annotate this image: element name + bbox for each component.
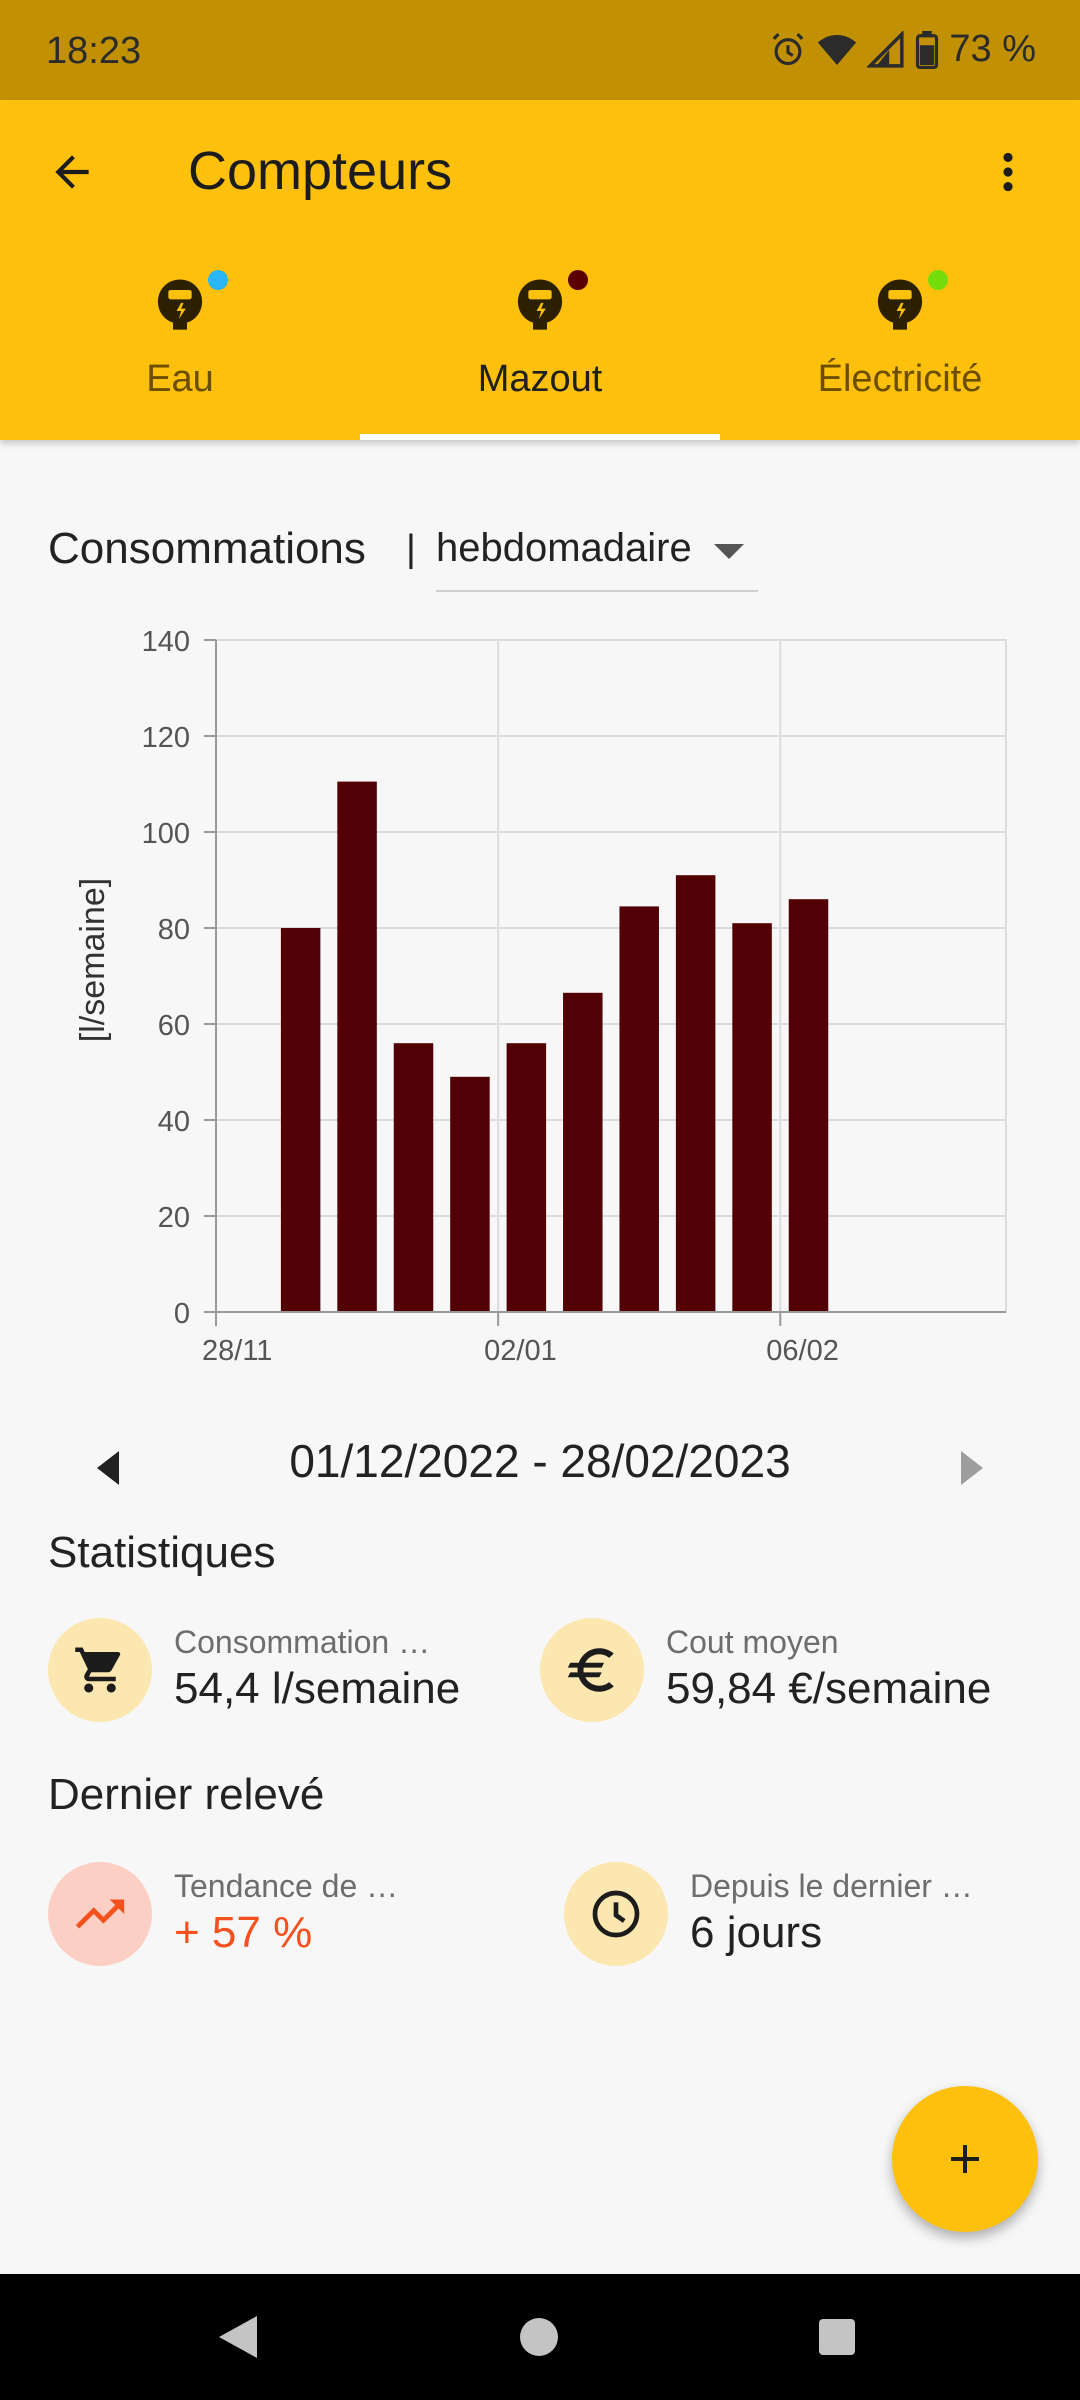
tab-label: Électricité (818, 358, 983, 401)
period-dropdown[interactable]: hebdomadaire (436, 520, 758, 592)
plus-icon (941, 2135, 989, 2183)
active-tab-indicator (360, 434, 720, 440)
dropdown-caret-icon (714, 544, 744, 560)
y-tick-label: 80 (158, 914, 190, 946)
y-tick-label: 40 (158, 1106, 190, 1138)
stat-cost: Cout moyen 59,84 €/semaine (540, 1618, 1040, 1728)
tab-label: Mazout (478, 358, 603, 401)
y-tick-label: 20 (158, 1202, 190, 1234)
date-range: 01/12/2022 - 28/02/2023 (0, 1434, 1080, 1488)
nav-recents-icon (818, 2318, 856, 2356)
tab-eau[interactable]: Eau (0, 260, 360, 440)
status-icons: 73 % (769, 28, 1036, 71)
chart-bar (337, 782, 377, 1312)
nav-home-icon (519, 2317, 559, 2357)
system-navigation-bar (0, 2274, 1080, 2400)
chart-bars (281, 782, 828, 1312)
alarm-icon (769, 31, 807, 69)
stat-since-label: Depuis le dernier … (690, 1868, 973, 1905)
wifi-icon (817, 31, 857, 69)
tab-color-dot (568, 270, 588, 290)
stat-cost-label: Cout moyen (666, 1624, 839, 1661)
meter-icon (872, 276, 928, 332)
signal-icon (867, 31, 905, 69)
caret-right-icon (961, 1451, 983, 1485)
period-value: hebdomadaire (436, 526, 692, 571)
tab-label: Eau (146, 358, 214, 401)
chart-bar (507, 1043, 547, 1312)
add-reading-button[interactable] (892, 2086, 1038, 2232)
chart-bar (394, 1043, 434, 1312)
consumption-chart: 0 20 40 60 80 100 120 140 28/11 02/01 06/02 [l/sem… (60, 610, 1020, 1380)
y-tick-label: 60 (158, 1010, 190, 1042)
chart-bar (732, 923, 772, 1312)
nav-home-button[interactable] (506, 2304, 572, 2370)
tab-electricite[interactable]: Électricité (720, 260, 1080, 440)
stat-since-value: 6 jours (690, 1908, 822, 1958)
arrow-back-icon (47, 147, 97, 197)
euro-icon (540, 1618, 644, 1722)
tab-color-dot (208, 270, 228, 290)
chart-grid (216, 640, 1006, 1312)
chart-bar (563, 993, 603, 1312)
y-tick-label: 140 (142, 626, 190, 658)
cart-icon (48, 1618, 152, 1722)
clock-icon (564, 1862, 668, 1966)
y-tick-label: 100 (142, 818, 190, 850)
more-options-button[interactable] (966, 130, 1050, 214)
nav-back-button[interactable] (206, 2304, 272, 2370)
meter-icon (512, 276, 568, 332)
date-range-nav: 01/12/2022 - 28/02/2023 (0, 1420, 1080, 1510)
x-tick-label: 28/11 (202, 1335, 272, 1367)
trending-up-icon (48, 1862, 152, 1966)
nav-back-icon (217, 2314, 261, 2360)
battery-level: 73 % (949, 28, 1036, 71)
page-title: Compteurs (188, 140, 452, 202)
stat-cost-value: 59,84 €/semaine (666, 1664, 991, 1714)
statistics-title: Statistiques (48, 1528, 275, 1578)
stat-since-last: Depuis le dernier … 6 jours (564, 1862, 1044, 1972)
chart-bar (450, 1077, 490, 1312)
y-tick-label: 120 (142, 722, 190, 754)
stat-trend-value: + 57 % (174, 1908, 312, 1958)
x-tick-label: 06/02 (766, 1335, 839, 1367)
status-time: 18:23 (46, 30, 141, 73)
plot-frame (216, 640, 1006, 1312)
x-tick-label: 02/01 (484, 1335, 557, 1367)
stat-trend: Tendance de … + 57 % (48, 1862, 508, 1972)
y-tick-label: 0 (174, 1298, 190, 1330)
last-reading-title: Dernier relevé (48, 1770, 324, 1820)
y-axis-label: [l/semaine] (74, 878, 112, 1042)
app-bar: Compteurs Eau Mazout Électricité (0, 100, 1080, 440)
chart-bar (619, 906, 659, 1312)
stat-consumption-value: 54,4 l/semaine (174, 1664, 460, 1714)
stat-trend-label: Tendance de … (174, 1868, 398, 1905)
back-button[interactable] (30, 130, 114, 214)
chart-bar (281, 928, 321, 1312)
chart-bar (789, 899, 829, 1312)
tab-mazout[interactable]: Mazout (360, 260, 720, 440)
battery-icon (915, 31, 939, 69)
nav-recents-button[interactable] (804, 2304, 870, 2370)
consumption-title: Consommations (48, 524, 366, 574)
stat-consumption: Consommation … 54,4 l/semaine (48, 1618, 508, 1728)
status-bar: 18:23 73 % (0, 0, 1080, 100)
tab-color-dot (928, 270, 948, 290)
meter-tabs: Eau Mazout Électricité (0, 260, 1080, 440)
next-period-button[interactable] (942, 1438, 1002, 1498)
chart-bar (676, 875, 716, 1312)
meter-icon (152, 276, 208, 332)
title-separator: | (406, 528, 416, 571)
more-vert-icon (983, 147, 1033, 197)
stat-consumption-label: Consommation … (174, 1624, 430, 1661)
